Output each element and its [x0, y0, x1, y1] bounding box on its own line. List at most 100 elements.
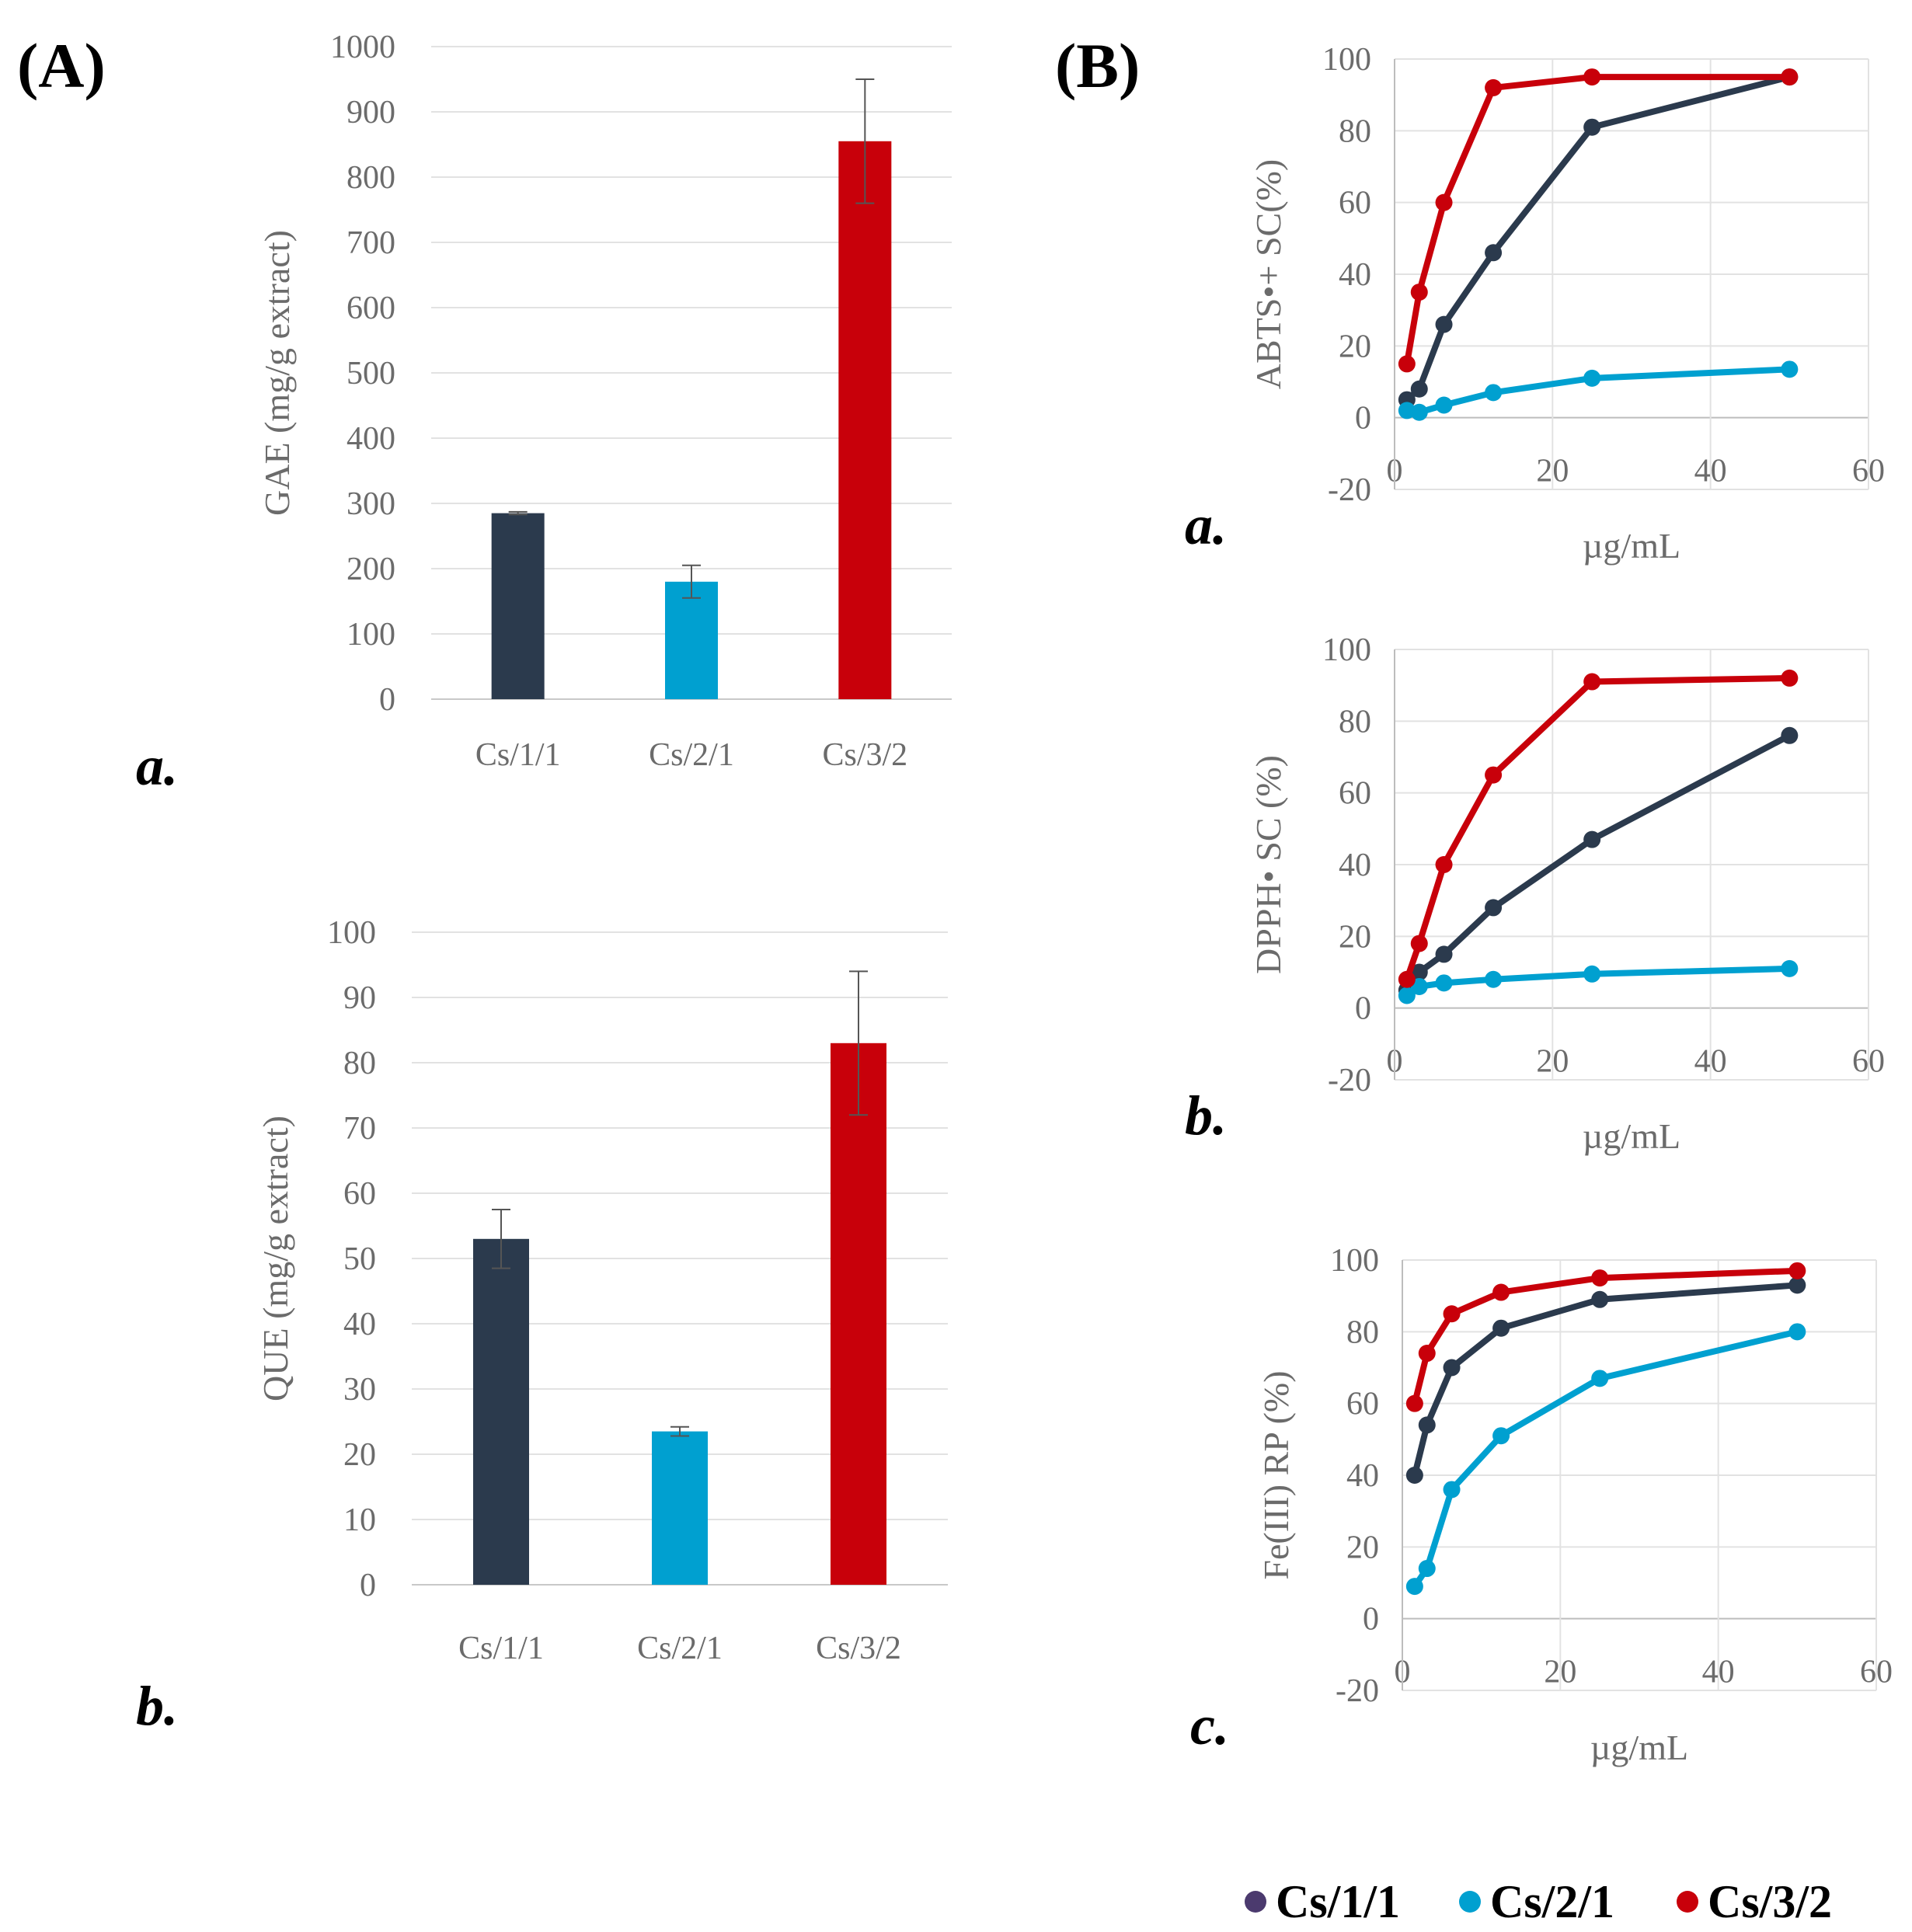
data-point-cs-2-1-2 — [1435, 396, 1453, 414]
y-tick-label-60: 60 — [343, 1176, 376, 1212]
x-category-label-cs-1-1: Cs/1/1 — [475, 737, 561, 773]
x-tick-label-60: 60 — [1860, 1655, 1893, 1690]
data-point-cs-1-1-2 — [1443, 1359, 1461, 1377]
y-tick-label-80: 80 — [1346, 1314, 1379, 1350]
data-point-cs-1-1-3 — [1485, 244, 1503, 262]
subplot-label: a. — [1185, 494, 1227, 556]
series-line-cs-2-1 — [1411, 1328, 1801, 1590]
y-tick-label-80: 80 — [343, 1046, 376, 1081]
data-point-cs-1-1-5 — [1781, 726, 1799, 744]
y-tick-label-100: 100 — [1322, 632, 1371, 668]
y-tick-label-80: 80 — [1339, 704, 1371, 740]
y-tick-label-80: 80 — [1339, 113, 1371, 149]
panel-label-A: (A) — [17, 30, 106, 101]
data-point-cs-1-1-1 — [1418, 1416, 1436, 1434]
y-tick-label-40: 40 — [1339, 257, 1371, 293]
x-tick-label-60: 60 — [1852, 1044, 1885, 1080]
x-tick-label-40: 40 — [1702, 1655, 1735, 1690]
data-point-cs-3-2-5 — [1781, 68, 1799, 86]
y-tick-label-40: 40 — [343, 1307, 376, 1342]
y-axis-title: GAE (mg/g extract) — [257, 230, 297, 516]
data-point-cs-2-1-3 — [1485, 384, 1503, 402]
x-tick-label-60: 60 — [1852, 454, 1885, 489]
y-tick-label-20: 20 — [1339, 329, 1371, 364]
y-tick-label-40: 40 — [1346, 1458, 1379, 1494]
y-tick-label-20: 20 — [1339, 919, 1371, 955]
data-point-cs-2-1-4 — [1583, 369, 1601, 387]
y-tick-label-100: 100 — [1322, 42, 1371, 78]
data-point-cs-3-2-4 — [1583, 673, 1601, 691]
data-point-cs-1-1-4 — [1591, 1290, 1609, 1308]
x-tick-label-40: 40 — [1694, 454, 1727, 489]
chart-gae-bar: 0 100 200 300 400 500 600 700 800 900 1000 Cs/1/1 Cs… — [136, 30, 952, 797]
y-tick-label-50: 50 — [343, 1241, 376, 1277]
data-point-cs-2-1-1 — [1410, 977, 1428, 995]
data-point-cs-3-2-2 — [1435, 856, 1453, 873]
series-line-cs-3-2 — [1411, 1267, 1801, 1407]
legend-label-cs-2-1: Cs/2/1 — [1490, 1876, 1614, 1927]
bar-cs-2-1 — [665, 581, 718, 699]
subplot-label: c. — [1190, 1694, 1229, 1756]
x-axis-title: µg/mL — [1590, 1728, 1688, 1767]
data-point-cs-3-2-0 — [1405, 1394, 1423, 1412]
subplot-label: b. — [136, 1675, 178, 1737]
y-tick-label-30: 30 — [343, 1372, 376, 1408]
data-point-cs-1-1-2 — [1435, 945, 1453, 963]
legend-marker-cs-1-1 — [1245, 1891, 1266, 1913]
y-tick-label-200: 200 — [347, 552, 395, 587]
data-point-cs-1-1-3 — [1492, 1319, 1510, 1337]
y-tick-label-10: 10 — [343, 1502, 376, 1538]
x-category-label-cs-3-2: Cs/3/2 — [816, 1631, 901, 1666]
y-tick-label-800: 800 — [347, 160, 395, 196]
series-line-cs-1-1 — [1411, 1282, 1801, 1478]
data-point-cs-3-2-0 — [1398, 355, 1416, 373]
y-tick-label-900: 900 — [347, 95, 395, 131]
subplot-label: a. — [136, 735, 178, 797]
series-line-cs-1-1 — [1403, 732, 1793, 994]
y-tick-label-70: 70 — [343, 1111, 376, 1147]
x-category-label-cs-3-2: Cs/3/2 — [822, 737, 907, 773]
data-point-cs-2-1-2 — [1443, 1481, 1461, 1499]
y-tick-label-600: 600 — [347, 291, 395, 326]
x-axis-title: µg/mL — [1583, 1116, 1680, 1156]
data-point-cs-1-1-2 — [1435, 315, 1453, 333]
data-point-cs-3-2-0 — [1398, 970, 1416, 988]
bar-cs-1-1 — [491, 513, 545, 699]
y-tick-label--20: -20 — [1336, 1673, 1379, 1709]
data-point-cs-3-2-4 — [1591, 1269, 1609, 1287]
data-point-cs-2-1-5 — [1781, 360, 1799, 378]
data-point-cs-3-2-4 — [1583, 68, 1601, 86]
data-point-cs-2-1-0 — [1405, 1578, 1423, 1596]
legend-label-cs-3-2: Cs/3/2 — [1708, 1876, 1832, 1927]
data-point-cs-2-1-5 — [1781, 959, 1799, 977]
data-point-cs-3-2-2 — [1435, 193, 1453, 211]
y-tick-label-100: 100 — [347, 617, 395, 653]
data-point-cs-2-1-5 — [1788, 1323, 1806, 1341]
x-tick-label-20: 20 — [1536, 454, 1569, 489]
y-tick-label-0: 0 — [1355, 991, 1371, 1027]
y-tick-label-60: 60 — [1346, 1387, 1379, 1422]
bar-cs-2-1 — [652, 1431, 708, 1585]
y-tick-label-20: 20 — [343, 1437, 376, 1473]
y-tick-label-300: 300 — [347, 486, 395, 522]
y-tick-label-700: 700 — [347, 225, 395, 261]
y-tick-label-20: 20 — [1346, 1530, 1379, 1565]
y-axis-title: DPPH• SC (%) — [1249, 755, 1288, 974]
y-tick-label-0: 0 — [360, 1568, 376, 1603]
x-tick-label-20: 20 — [1544, 1655, 1576, 1690]
x-axis-title: µg/mL — [1583, 526, 1680, 566]
data-point-cs-3-2-3 — [1485, 766, 1503, 784]
bar-cs-3-2 — [831, 1043, 886, 1585]
data-point-cs-1-1-1 — [1410, 963, 1428, 981]
data-point-cs-3-2-5 — [1788, 1262, 1806, 1279]
panel-label-B: (B) — [1055, 30, 1140, 101]
data-point-cs-1-1-5 — [1788, 1276, 1806, 1294]
chart-que-bar: 0 10 20 30 40 50 60 70 80 90 100 Cs/1/1 Cs/2/1 Cs/3/2… — [136, 915, 948, 1737]
x-tick-label-20: 20 — [1536, 1044, 1569, 1080]
data-point-cs-2-1-4 — [1591, 1370, 1609, 1387]
y-tick-label-100: 100 — [327, 915, 376, 951]
data-point-cs-1-1-4 — [1583, 118, 1601, 136]
legend-marker-cs-3-2 — [1677, 1891, 1698, 1913]
data-point-cs-3-2-5 — [1781, 669, 1799, 687]
